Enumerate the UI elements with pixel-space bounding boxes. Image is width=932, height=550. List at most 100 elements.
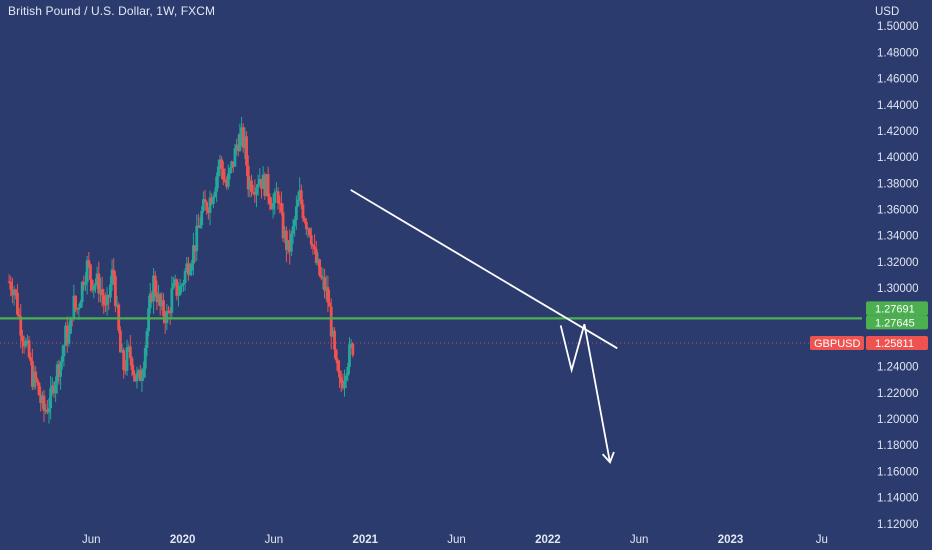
last-price-tag bbox=[866, 335, 928, 350]
level-tag-label: 1.27691 bbox=[875, 303, 915, 315]
candle bbox=[351, 342, 355, 358]
level-tag-label: 1.27645 bbox=[875, 317, 915, 329]
candle bbox=[304, 218, 308, 236]
candle bbox=[250, 174, 253, 197]
candle bbox=[100, 276, 104, 307]
candle bbox=[316, 252, 320, 267]
candle bbox=[343, 369, 346, 397]
candle bbox=[49, 375, 53, 420]
candle bbox=[291, 218, 295, 245]
level-tag bbox=[866, 315, 928, 330]
candle bbox=[19, 304, 23, 349]
candle bbox=[238, 123, 242, 153]
candle bbox=[230, 160, 234, 174]
candle bbox=[153, 270, 157, 297]
candle bbox=[261, 166, 265, 189]
candle bbox=[132, 364, 136, 382]
candle bbox=[54, 376, 58, 403]
candle bbox=[248, 176, 252, 198]
candle bbox=[223, 168, 227, 184]
candle bbox=[221, 160, 225, 186]
candle bbox=[44, 403, 48, 415]
y-tick-label: 1.14000 bbox=[877, 493, 919, 505]
candle bbox=[255, 184, 258, 208]
candle bbox=[59, 360, 62, 390]
candle bbox=[17, 308, 21, 319]
candle bbox=[183, 268, 187, 291]
candle bbox=[193, 245, 197, 263]
candle bbox=[318, 258, 321, 278]
candle bbox=[265, 173, 268, 197]
candle bbox=[348, 337, 351, 374]
y-tick-label: 1.34000 bbox=[877, 231, 919, 243]
candle bbox=[135, 366, 139, 389]
candle bbox=[24, 337, 28, 349]
candle bbox=[216, 159, 220, 189]
candle bbox=[113, 271, 117, 313]
candle bbox=[172, 277, 175, 290]
y-tick-label: 1.50000 bbox=[877, 21, 919, 33]
candle bbox=[205, 200, 209, 215]
candle bbox=[39, 386, 43, 412]
time-axis: Jun 2020 Jun 2021 Jun 2022 Jun 2023 Ju bbox=[82, 534, 828, 546]
candle bbox=[12, 285, 16, 306]
candle bbox=[11, 278, 14, 304]
chart-title: British Pound / U.S. Dollar, 1W, FXCM bbox=[8, 4, 216, 18]
candle bbox=[334, 348, 338, 363]
candle bbox=[62, 344, 66, 367]
candle bbox=[226, 164, 230, 190]
candle bbox=[299, 184, 303, 210]
candle bbox=[208, 190, 212, 226]
candle bbox=[195, 214, 199, 262]
candle bbox=[138, 365, 142, 382]
x-tick-label: 2021 bbox=[352, 534, 378, 546]
candle bbox=[324, 275, 328, 301]
candle bbox=[270, 197, 273, 210]
y-tick-label: 1.16000 bbox=[877, 466, 919, 478]
candle bbox=[180, 282, 184, 293]
candle bbox=[294, 195, 298, 230]
candle bbox=[198, 216, 202, 229]
candle bbox=[192, 232, 195, 276]
candle bbox=[211, 194, 215, 209]
candle bbox=[321, 268, 325, 290]
candle bbox=[349, 339, 353, 349]
candle bbox=[82, 275, 86, 291]
candle bbox=[127, 344, 131, 353]
candle bbox=[157, 284, 160, 306]
candle bbox=[7, 274, 11, 284]
candle bbox=[120, 343, 124, 353]
y-tick-label: 1.48000 bbox=[877, 47, 919, 59]
candle bbox=[210, 193, 214, 205]
candle bbox=[344, 373, 348, 389]
candle bbox=[273, 188, 277, 215]
candle bbox=[128, 334, 132, 366]
candle bbox=[60, 344, 64, 370]
candle bbox=[243, 127, 247, 160]
candle bbox=[341, 373, 345, 391]
candle bbox=[187, 257, 190, 281]
candle bbox=[35, 377, 39, 386]
candle bbox=[90, 279, 94, 293]
candle bbox=[236, 134, 240, 157]
candle bbox=[289, 230, 293, 257]
last-price-tag-label: 1.25811 bbox=[875, 338, 914, 350]
candle-layer bbox=[7, 116, 355, 424]
projection-arrow[interactable] bbox=[559, 323, 615, 464]
trend-line[interactable] bbox=[350, 189, 618, 350]
candle bbox=[29, 352, 33, 366]
candle bbox=[233, 144, 237, 168]
candle bbox=[105, 286, 109, 316]
candle bbox=[309, 227, 313, 249]
y-tick-label: 1.22000 bbox=[877, 388, 919, 400]
candle bbox=[303, 216, 307, 224]
candle bbox=[170, 276, 174, 319]
candle bbox=[225, 176, 229, 190]
candle bbox=[280, 191, 283, 216]
x-tick-label: Jun bbox=[447, 534, 466, 546]
candle bbox=[260, 178, 263, 199]
candle bbox=[306, 227, 310, 238]
candle bbox=[241, 123, 245, 153]
candle bbox=[256, 174, 260, 196]
